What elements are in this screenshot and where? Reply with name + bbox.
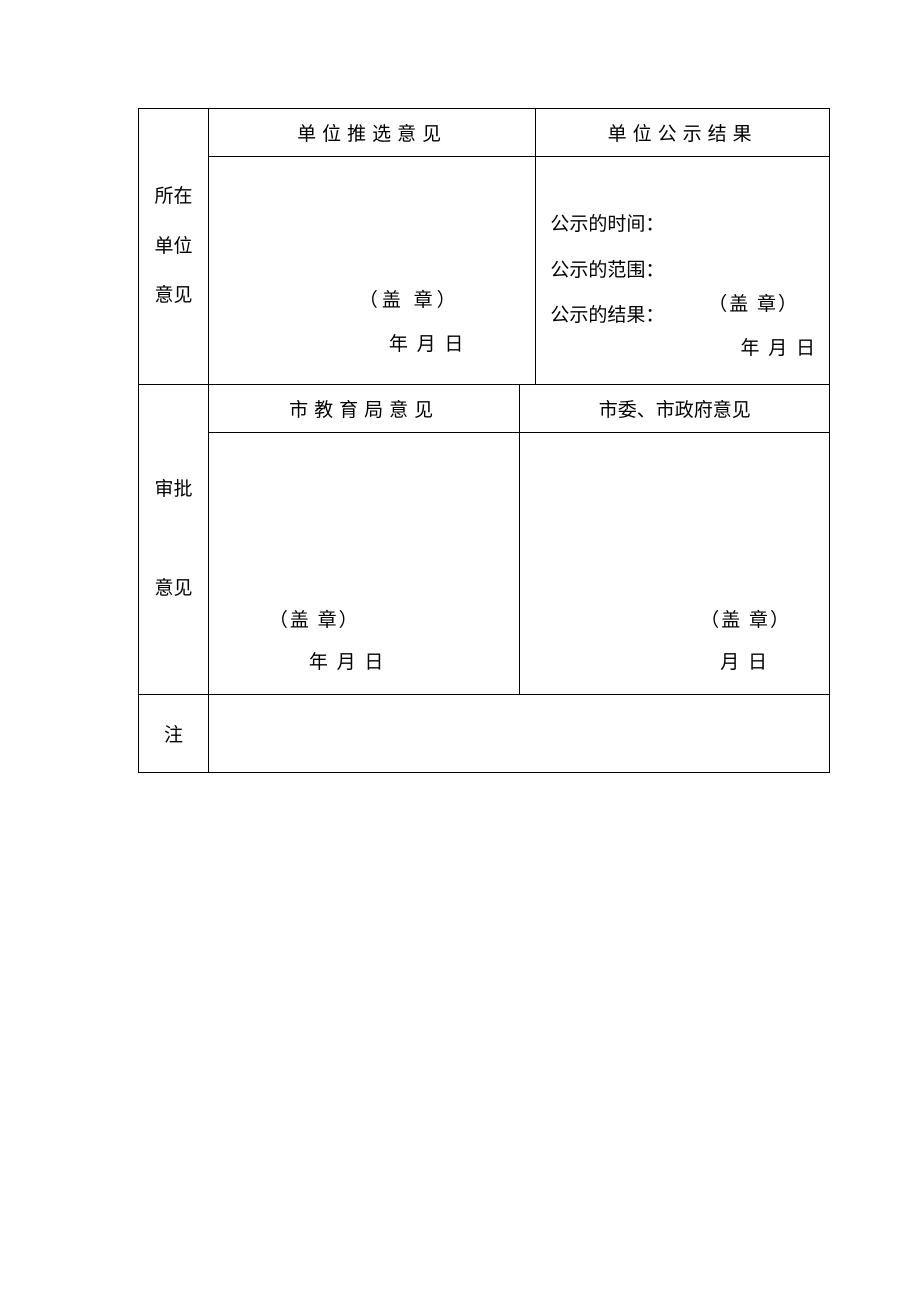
section2-right-content: （盖 章） 月 日 xyxy=(520,432,830,694)
section1-left-header: 单位推选意见 xyxy=(208,109,535,157)
note-content xyxy=(208,694,829,772)
section1-right-header: 单位公示结果 xyxy=(536,109,830,157)
approval-form-table-2: 审批 意见 市教育局意见 市委、市政府意见 （盖 章） 年 月 日 （盖 章） … xyxy=(138,384,830,773)
section2-left-content: （盖 章） 年 月 日 xyxy=(208,432,520,694)
section2-right-header: 市委、市政府意见 xyxy=(520,384,830,432)
section1-right-date: 年 月 日 xyxy=(740,326,817,372)
section1-left-content: （盖 章） 年 月 日 xyxy=(208,157,535,385)
section2-row-label-text: 审批 意见 xyxy=(139,465,208,613)
note-label: 注 xyxy=(139,694,209,772)
section2-left-stamp: （盖 章） xyxy=(269,605,360,632)
section2-row-label: 审批 意见 xyxy=(139,384,209,694)
section1-row-label: 所在 单位 意见 xyxy=(139,109,209,385)
section2-left-date: 年 月 日 xyxy=(309,647,386,674)
section1-row-label-text: 所在 单位 意见 xyxy=(139,172,208,320)
approval-form-table: 所在 单位 意见 单位推选意见 单位公示结果 （盖 章） 年 月 日 公示的时间… xyxy=(138,108,830,385)
section1-left-date: 年 月 日 xyxy=(389,329,466,356)
section2-right-stamp: （盖 章） xyxy=(700,605,791,632)
section1-right-content: 公示的时间： 公示的范围： 公示的结果： （盖 章） 年 月 日 xyxy=(536,157,830,385)
section1-right-stamp: （盖 章） xyxy=(708,282,799,328)
section1-left-stamp: （盖 章） xyxy=(359,285,460,312)
section2-right-date: 月 日 xyxy=(720,647,769,674)
section2-left-header: 市教育局意见 xyxy=(208,384,520,432)
section1-line1: 公示的时间： xyxy=(550,202,815,248)
